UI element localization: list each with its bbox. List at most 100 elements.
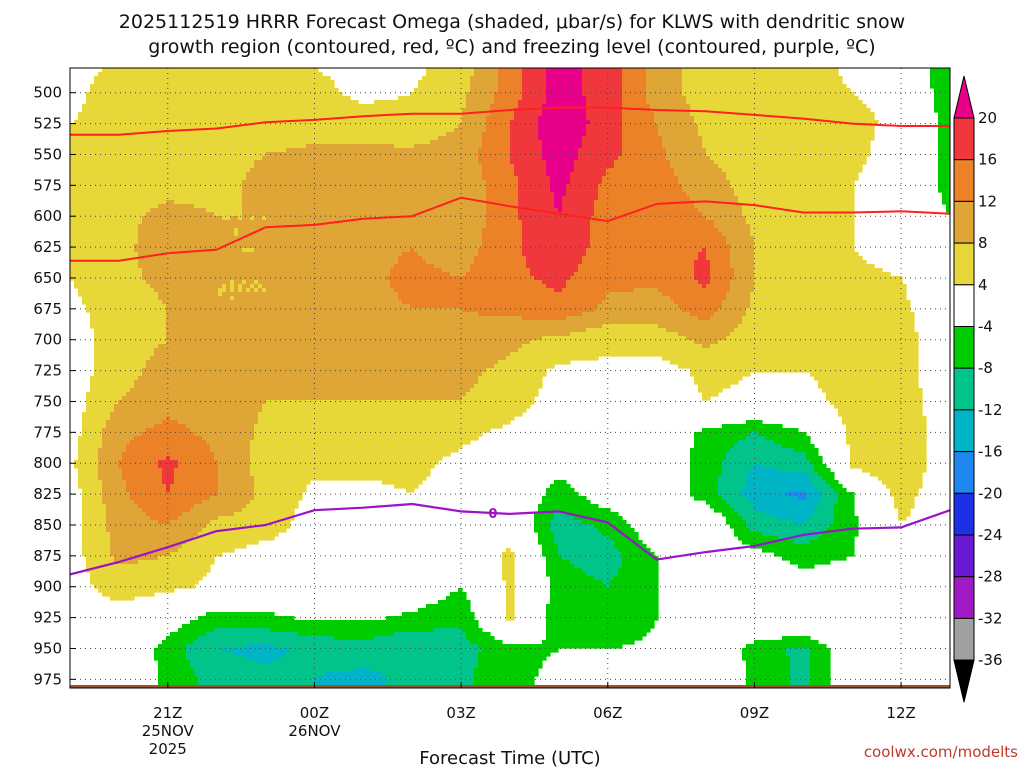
omega-cell [138,376,479,381]
omega-cell [574,164,615,169]
omega-cell [750,296,907,301]
omega-cell [242,216,251,221]
omega-cell [486,208,519,213]
omega-cell [698,384,731,389]
omega-cell [694,436,747,441]
omega-cell [622,72,647,77]
omega-cell [546,100,587,105]
omega-cell [722,472,751,477]
omega-cell [98,588,175,593]
omega-cell [594,308,683,313]
omega-cell [678,364,919,369]
omega-cell [718,480,747,485]
omega-cell [938,152,950,157]
omega-cell [150,516,179,521]
omega-cell [550,176,571,181]
omega-cell [402,612,475,617]
omega-cell [538,504,599,509]
omega-cell [190,660,259,665]
x-date-label: 26NOV [288,722,341,740]
omega-cell [774,440,811,445]
omega-cell [558,552,623,557]
omega-cell [162,420,179,425]
omega-cell [786,492,807,497]
omega-cell [354,668,371,673]
omega-cell [178,420,259,425]
omega-cell [514,164,547,169]
omega-cell [938,112,950,117]
omega-cell [202,528,287,533]
omega-cell [218,484,255,489]
omega-cell [246,176,483,181]
omega-cell [782,556,847,561]
omega-cell [574,516,623,521]
omega-cell [614,160,671,165]
omega-cell [646,76,683,81]
omega-cell [474,668,539,673]
omega-cell [166,636,199,641]
omega-cell [170,456,215,461]
colorbar-bin [953,534,975,578]
omega-cell [538,124,587,129]
omega-cell [718,228,751,233]
omega-cell [482,236,523,241]
omega-cell [746,520,795,525]
omega-cell [82,544,111,549]
omega-cell [274,644,479,649]
omega-cell [82,520,107,525]
omega-cell [438,136,483,141]
omega-cell [274,660,479,665]
omega-cell [386,676,475,681]
omega-cell [582,312,691,317]
omega-cell [542,280,567,285]
omega-cell [678,180,731,185]
omega-cell [682,68,839,73]
omega-cell [698,388,723,393]
omega-cell [710,268,735,273]
omega-cell [262,284,391,289]
omega-cell [762,548,855,553]
omega-cell [878,476,923,481]
omega-cell [714,220,747,225]
omega-cell [710,260,731,265]
omega-cell [82,552,111,557]
omega-cell [834,404,923,409]
omega-cell [718,164,863,169]
colorbar-bottom-arrow [953,659,975,703]
omega-cell [254,488,307,493]
omega-cell [86,308,167,313]
omega-cell [694,116,875,121]
omega-cell [690,468,723,473]
omega-cell [670,296,727,301]
omega-cell [426,68,475,73]
omega-cell [86,392,127,397]
omega-cell [106,528,203,533]
omega-cell [134,248,243,253]
x-tick-label: 09Z [740,704,769,722]
omega-cell [850,456,927,461]
omega-cell [850,444,927,449]
omega-cell [266,400,535,405]
omega-cell [566,188,599,193]
omega-cell [666,328,735,333]
omega-cell [90,380,135,385]
freezing-level-line [70,502,950,576]
omega-cell [694,444,735,449]
omega-cell [754,264,875,269]
omega-cell [518,184,551,189]
omega-cell [246,656,283,661]
omega-cell [734,188,855,193]
omega-cell [622,92,647,97]
omega-cell [122,472,163,477]
omega-cell [586,112,623,117]
omega-cell [814,464,827,469]
omega-cell [826,480,839,485]
omega-cell [822,476,835,481]
omega-cell [534,520,551,525]
omega-cell [942,200,950,205]
omega-cell [110,412,259,417]
omega-cell [622,152,667,157]
omega-cell [242,204,487,209]
omega-cell [194,668,355,673]
omega-cell [830,484,843,489]
